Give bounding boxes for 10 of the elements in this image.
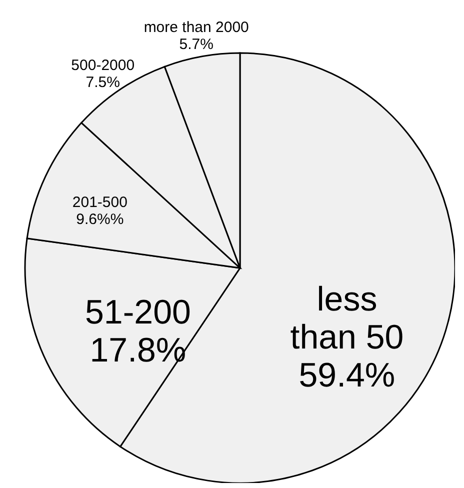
data-label: 5.7% (179, 36, 214, 53)
data-label: 17.8% (90, 332, 186, 370)
slice-label: more than 2000 (144, 18, 249, 36)
slice-label: less than 50 (290, 280, 404, 357)
slice-label: 201-500 (72, 194, 128, 212)
slice-label: 51-200 (85, 294, 191, 332)
data-label: 7.5% (86, 74, 120, 91)
data-label: 9.6%% (76, 211, 124, 228)
slice-label: 500-2000 (71, 56, 135, 74)
data-label: 59.4% (298, 356, 396, 395)
